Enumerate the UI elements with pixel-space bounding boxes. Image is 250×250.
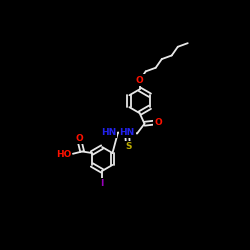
Text: S: S: [125, 142, 132, 151]
Text: O: O: [154, 118, 162, 127]
Text: O: O: [136, 76, 143, 84]
Text: O: O: [76, 134, 84, 143]
Text: HN: HN: [120, 128, 135, 137]
Text: HN: HN: [101, 128, 116, 136]
Text: HO: HO: [56, 150, 72, 159]
Text: I: I: [100, 180, 104, 188]
